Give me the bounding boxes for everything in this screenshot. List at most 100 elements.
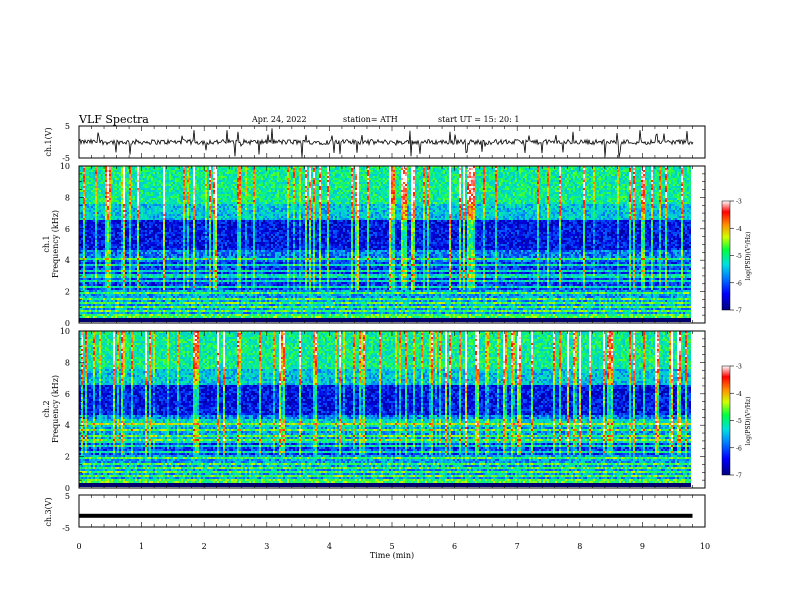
spectrogram-cell	[537, 180, 539, 182]
spectrogram-cell	[557, 168, 559, 170]
spectrogram-cell	[679, 174, 681, 176]
spectrogram-cell	[229, 184, 231, 186]
spectrogram-cell	[111, 180, 113, 182]
spectrogram-cell	[141, 176, 143, 178]
spectrogram-cell	[155, 170, 157, 172]
spectrogram-cell	[195, 182, 197, 184]
spectrogram-cell	[229, 176, 231, 178]
spectrogram-cell	[121, 170, 123, 172]
spectrogram-cell	[271, 180, 273, 182]
spectrogram-cell	[291, 172, 293, 174]
spectrogram-cell	[359, 170, 361, 172]
spectrogram-cell	[277, 178, 279, 180]
spectrogram-cell	[389, 172, 391, 174]
spectrogram-cell	[443, 170, 445, 172]
spectrogram-cell	[269, 170, 271, 172]
spectrogram-cell	[271, 176, 273, 178]
spectrogram-cell	[163, 176, 165, 178]
spectrogram-cell	[255, 176, 257, 178]
spectrogram-cell	[685, 182, 687, 184]
spectrogram-cell	[387, 172, 389, 174]
spectrogram-cell	[547, 170, 549, 172]
spectrogram-cell	[173, 168, 175, 170]
spectrogram-cell	[507, 176, 509, 178]
spectrogram-cell	[185, 178, 187, 180]
spectrogram-cell	[479, 174, 481, 176]
spectrogram-cell	[199, 172, 201, 174]
spectrogram-cell	[117, 180, 119, 182]
spectrogram-cell	[393, 184, 395, 186]
spectrogram-cell	[299, 182, 301, 184]
spectrogram-cell	[287, 176, 289, 178]
spectrogram-cell	[293, 184, 295, 186]
spectrogram-cell	[151, 184, 153, 186]
spectrogram-cell	[683, 168, 685, 170]
spectrogram-cell	[477, 174, 479, 176]
spectrogram-cell	[637, 168, 639, 170]
spectrogram-cell	[549, 176, 551, 178]
spectrogram-cell	[439, 178, 441, 180]
spectrogram-cell	[161, 170, 163, 172]
spectrogram-cell	[189, 174, 191, 176]
spectrogram-cell	[383, 176, 385, 178]
spectrogram-cell	[381, 174, 383, 176]
spectrogram-cell	[619, 172, 621, 174]
spectrogram-cell	[433, 168, 435, 170]
spectrogram-cell	[343, 168, 345, 170]
spectrogram-cell	[567, 172, 569, 174]
spectrogram-cell	[195, 178, 197, 180]
spectrogram-cell	[365, 184, 367, 186]
spectrogram-cell	[483, 176, 485, 178]
spectrogram-cell	[187, 170, 189, 172]
spectrogram-cell	[667, 172, 669, 174]
spectrogram-cell	[535, 170, 537, 172]
spectrogram-cell	[357, 180, 359, 182]
spectrogram-cell	[633, 180, 635, 182]
spectrogram-cell	[485, 168, 487, 170]
spectrogram-cell	[283, 170, 285, 172]
spectrogram-cell	[101, 168, 103, 170]
spectrogram-cell	[363, 176, 365, 178]
spectrogram-cell	[159, 178, 161, 180]
spectrogram-cell	[107, 184, 109, 186]
spectrogram-cell	[675, 170, 677, 172]
spectrogram-cell	[469, 174, 471, 176]
spectrogram-cell	[81, 182, 83, 184]
spectrogram-cell	[593, 176, 595, 178]
spectrogram-cell	[633, 174, 635, 176]
spectrogram-cell	[113, 184, 115, 186]
spectrogram-cell	[589, 176, 591, 178]
spectrogram-cell	[291, 180, 293, 182]
spectrogram-cell	[285, 172, 287, 174]
spectrogram-cell	[195, 172, 197, 174]
spectrogram-cell	[519, 182, 521, 184]
spectrogram-cell	[175, 182, 177, 184]
spectrogram-cell	[485, 180, 487, 182]
spectrogram-cell	[83, 170, 85, 172]
spectrogram-cell	[171, 178, 173, 180]
spectrogram-cell	[341, 184, 343, 186]
spectrogram-cell	[689, 182, 691, 184]
spectrogram-cell	[461, 176, 463, 178]
spectrogram-cell	[187, 184, 189, 186]
spectrogram-cell	[371, 174, 373, 176]
spectrogram-cell	[343, 178, 345, 180]
spectrogram-cell	[627, 182, 629, 184]
spectrogram-cell	[243, 178, 245, 180]
spectrogram-cell	[137, 184, 139, 186]
spectrogram-cell	[477, 168, 479, 170]
spectrogram-cell	[371, 182, 373, 184]
spectrogram-cell	[427, 168, 429, 170]
spectrogram-cell	[523, 180, 525, 182]
spectrogram-cell	[557, 172, 559, 174]
spectrogram-cell	[191, 180, 193, 182]
spectrogram-cell	[377, 176, 379, 178]
spectrogram-cell	[683, 170, 685, 172]
spectrogram-cell	[385, 184, 387, 186]
spectrogram-cell	[529, 180, 531, 182]
spectrogram-cell	[327, 176, 329, 178]
spectrogram-cell	[549, 180, 551, 182]
spectrogram-cell	[459, 176, 461, 178]
spectrogram-cell	[553, 182, 555, 184]
spectrogram-cell	[561, 172, 563, 174]
